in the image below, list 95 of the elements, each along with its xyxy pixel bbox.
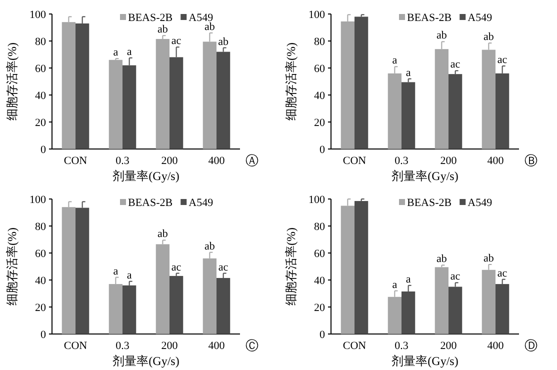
y-tick-label: 40 bbox=[314, 90, 326, 102]
annotation: ab bbox=[483, 31, 494, 44]
x-tick-label: CON bbox=[64, 155, 88, 167]
bar bbox=[448, 286, 462, 334]
legend-label: BEAS-2B bbox=[128, 197, 173, 209]
bar bbox=[354, 16, 368, 149]
legend-label: BEAS-2B bbox=[128, 12, 173, 24]
x-tick-label: 400 bbox=[487, 155, 504, 167]
x-axis-title: 剂量率(Gy/s) bbox=[392, 169, 458, 183]
y-axis-title: 细胞存活率(%) bbox=[284, 42, 298, 120]
x-tick-label: CON bbox=[342, 155, 366, 167]
y-tick-label: 80 bbox=[314, 36, 326, 48]
legend-label: A549 bbox=[188, 197, 214, 209]
annotation: a bbox=[406, 66, 411, 79]
x-tick-label: 0.3 bbox=[394, 155, 409, 167]
x-tick-label: 400 bbox=[487, 340, 504, 352]
x-tick-label: 200 bbox=[440, 340, 458, 352]
y-tick-label: 60 bbox=[35, 248, 46, 260]
x-tick-label: 200 bbox=[161, 340, 178, 352]
y-tick-label: 0 bbox=[320, 144, 326, 156]
y-tick-label: 60 bbox=[314, 248, 326, 260]
annotation: a bbox=[392, 54, 398, 67]
y-tick-label: 20 bbox=[35, 117, 46, 129]
y-tick-label: 60 bbox=[35, 63, 46, 75]
y-tick-label: 0 bbox=[40, 329, 46, 341]
text: Ⓑ bbox=[524, 154, 538, 169]
legend-label: BEAS-2B bbox=[407, 197, 452, 209]
legend-label: A549 bbox=[468, 197, 493, 209]
annotation: ab bbox=[218, 36, 229, 48]
annotation: ac bbox=[218, 261, 228, 274]
y-tick-label: 80 bbox=[35, 221, 46, 233]
bar bbox=[216, 52, 230, 149]
x-tick-label: CON bbox=[342, 340, 366, 352]
x-tick-label: 400 bbox=[208, 340, 226, 352]
bar bbox=[354, 201, 368, 334]
y-tick-label: 20 bbox=[35, 302, 46, 314]
legend-label: BEAS-2B bbox=[407, 12, 452, 24]
y-tick-label: 80 bbox=[314, 221, 326, 233]
annotation: ab bbox=[204, 240, 216, 252]
y-axis-title: 细胞存活率(%) bbox=[284, 228, 298, 306]
x-tick-label: 400 bbox=[208, 155, 226, 167]
y-tick-label: 40 bbox=[35, 90, 46, 102]
bar bbox=[170, 276, 184, 334]
annotation: ac bbox=[497, 267, 508, 280]
y-tick-label: 100 bbox=[308, 9, 326, 21]
bar bbox=[402, 82, 416, 149]
x-tick-label: 0.3 bbox=[116, 155, 130, 167]
y-tick-label: 40 bbox=[314, 275, 326, 287]
annotation: a bbox=[392, 278, 398, 291]
text: Ⓓ bbox=[524, 339, 538, 354]
y-tick-label: 60 bbox=[314, 63, 326, 75]
y-axis-title: 细胞存活率(%) bbox=[5, 42, 19, 120]
y-tick-label: 80 bbox=[35, 36, 46, 48]
annotation: ac bbox=[171, 35, 182, 48]
annotation: a bbox=[113, 46, 118, 59]
y-tick-label: 0 bbox=[320, 329, 326, 341]
x-tick-label: 200 bbox=[440, 155, 458, 167]
y-tick-label: 20 bbox=[314, 117, 326, 129]
y-axis-title: 细胞存活率(%) bbox=[5, 228, 19, 306]
annotation: a bbox=[126, 46, 132, 58]
annotation: a bbox=[406, 273, 411, 286]
x-tick-label: CON bbox=[64, 340, 88, 352]
annotation: ac bbox=[450, 58, 460, 71]
y-tick-label: 100 bbox=[30, 9, 46, 21]
bar bbox=[448, 74, 462, 149]
x-axis-title: 剂量率(Gy/s) bbox=[112, 169, 180, 183]
y-tick-label: 0 bbox=[40, 144, 46, 156]
x-axis-title: 剂量率(Gy/s) bbox=[112, 354, 180, 368]
y-tick-label: 40 bbox=[35, 275, 46, 287]
text: Ⓐ bbox=[246, 154, 258, 169]
x-tick-label: 200 bbox=[161, 155, 178, 167]
annotation: ab bbox=[157, 228, 168, 240]
bar bbox=[434, 267, 448, 334]
legend-label: A549 bbox=[468, 12, 493, 24]
annotation: ac bbox=[171, 261, 182, 274]
y-tick-label: 100 bbox=[30, 194, 46, 206]
annotation: a bbox=[113, 265, 118, 278]
annotation: ab bbox=[436, 253, 448, 266]
annotation: ab bbox=[436, 30, 448, 42]
annotation: ac bbox=[450, 270, 460, 283]
bar bbox=[156, 38, 170, 149]
x-axis-title: 剂量率(Gy/s) bbox=[392, 354, 458, 368]
y-tick-label: 100 bbox=[308, 194, 326, 206]
x-tick-label: 0.3 bbox=[394, 340, 409, 352]
y-tick-label: 20 bbox=[314, 302, 326, 314]
x-tick-label: 0.3 bbox=[116, 340, 130, 352]
annotation: ab bbox=[483, 252, 494, 264]
bar bbox=[216, 278, 230, 334]
annotation: a bbox=[126, 269, 132, 282]
bar bbox=[122, 285, 136, 334]
text: Ⓒ bbox=[246, 339, 258, 354]
bar bbox=[108, 60, 122, 149]
annotation: ab bbox=[157, 24, 168, 36]
annotation: ac bbox=[497, 54, 508, 66]
bar bbox=[156, 244, 170, 334]
